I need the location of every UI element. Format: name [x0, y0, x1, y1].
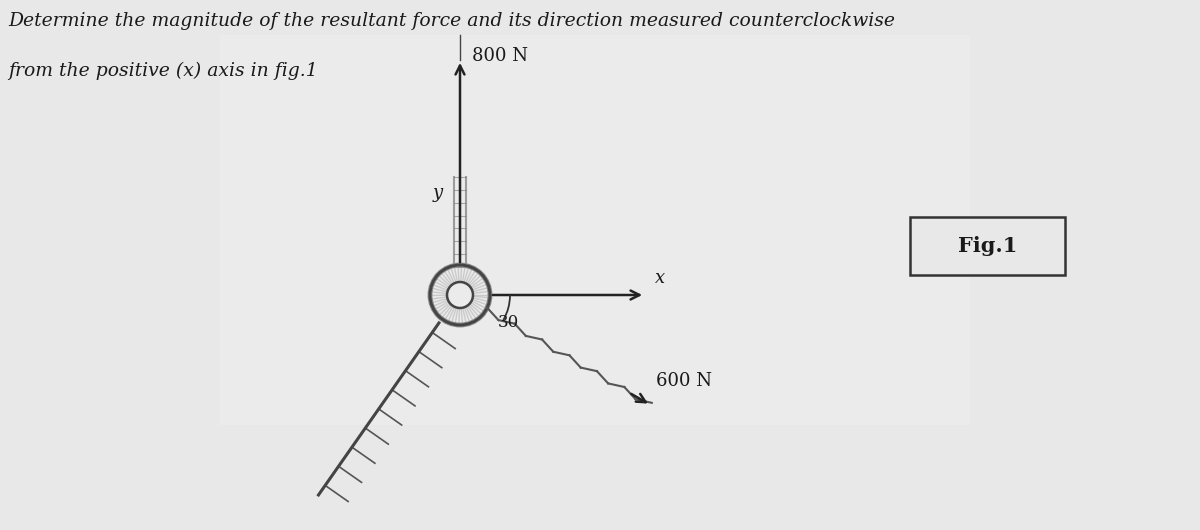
Text: 600 N: 600 N: [655, 372, 712, 390]
FancyBboxPatch shape: [220, 35, 970, 425]
Text: x: x: [655, 269, 665, 287]
Text: y: y: [433, 184, 443, 202]
Text: Fig.1: Fig.1: [958, 236, 1018, 256]
Text: 30: 30: [498, 314, 520, 331]
FancyBboxPatch shape: [910, 217, 1066, 275]
Text: from the positive (x) axis in fig.1: from the positive (x) axis in fig.1: [8, 62, 318, 80]
Text: 800 N: 800 N: [472, 47, 528, 65]
Text: Determine the magnitude of the resultant force and its direction measured counte: Determine the magnitude of the resultant…: [8, 12, 895, 30]
